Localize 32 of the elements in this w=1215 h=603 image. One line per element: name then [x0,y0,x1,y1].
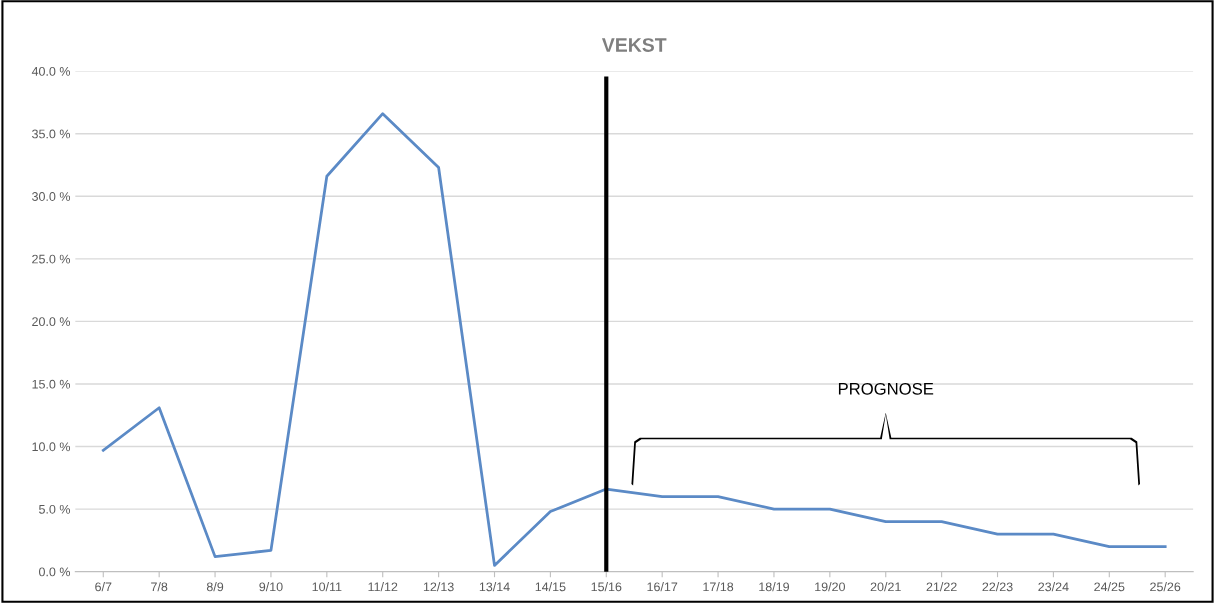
x-tick-label: 10/11 [312,582,342,592]
x-tick-label: 6/7 [95,582,112,592]
x-tick-label: 12/13 [423,582,454,592]
y-tick-label: 5.0 % [39,504,71,514]
chart-title: VEKST [601,38,667,52]
x-tick-label: 21/22 [926,582,957,592]
y-tick-label: 0.0 % [38,567,71,577]
x-tick-label: 24/25 [1094,582,1125,592]
x-tick-label: 15/16 [591,582,622,592]
x-tick-label: 9/10 [259,582,283,592]
y-tick-label: 40.0 % [31,66,71,76]
x-tick-label: 8/9 [206,582,224,592]
y-tick-label: 15.0 % [32,379,71,389]
annotation: PROGNOSE [838,382,934,395]
x-tick-label: 20/21 [870,582,901,592]
x-tick-label: 16/17 [647,582,678,592]
line-series [101,112,1167,567]
y-tick-label: 25.0 % [32,254,71,264]
y-tick-label: 20.0 % [32,317,71,327]
x-tick-label: 18/19 [759,582,789,592]
x-tick-label: 11/12 [368,582,398,592]
x-tick-label: 22/23 [982,582,1013,592]
y-tick-label: 30.0 % [32,192,71,201]
y-tick-label: 10.0 % [32,442,71,452]
x-tick-label: 7/8 [151,582,168,592]
y-tick-label: 35.0 % [32,129,71,139]
x-tick-label: 13/14 [479,582,510,592]
x-tick-label: 17/18 [703,582,734,592]
x-tick-label: 23/24 [1038,582,1069,592]
x-tick-label: 25/26 [1150,582,1181,592]
x-tick-label: 14/15 [535,582,566,592]
x-tick-label: 19/20 [815,582,845,592]
